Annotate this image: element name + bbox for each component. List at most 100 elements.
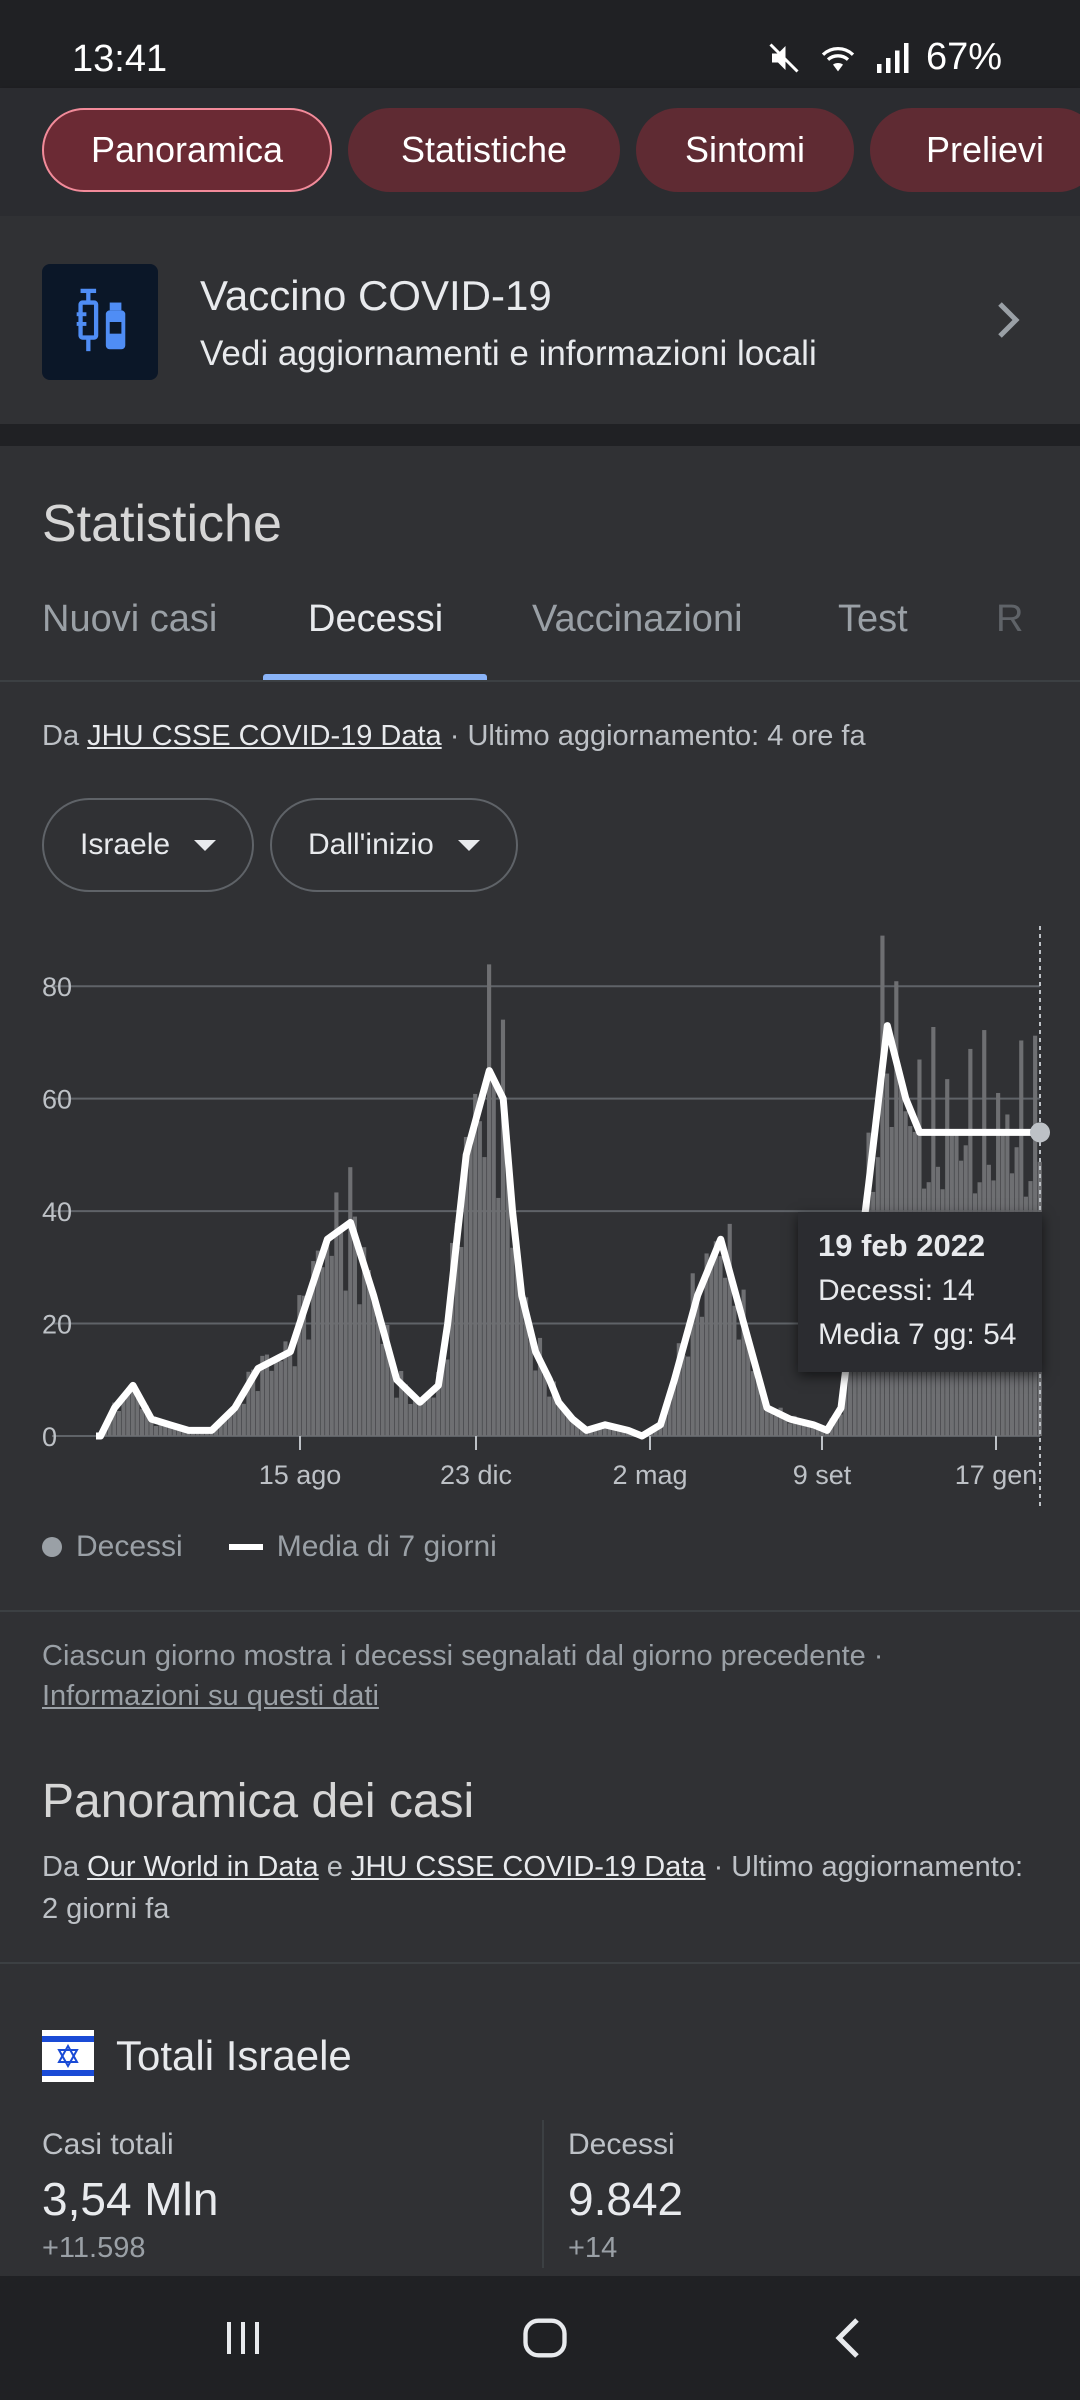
total-cases-delta: +11.598 [42,2232,146,2264]
status-icons: 67% [766,36,1002,79]
bar [176,1427,182,1436]
bar [834,1417,839,1436]
bar [375,1314,381,1436]
bar [773,1415,779,1436]
source-link-jhu[interactable]: JHU CSSE COVID-19 Data [87,720,442,752]
pill-sintomi[interactable]: Sintomi [636,108,854,192]
total-cases-value: 3,54 Mln [42,2173,219,2225]
bar [727,1223,732,1436]
bar [815,1425,820,1436]
bar [704,1253,709,1436]
bar [676,1343,681,1436]
bar [459,1247,464,1436]
bar [561,1411,566,1436]
bar [579,1427,584,1436]
bar [787,1423,792,1436]
tab-r[interactable]: R [996,598,1024,640]
bar [135,1393,140,1436]
bar [699,1316,705,1436]
bar [760,1391,765,1436]
recent-apps-button[interactable] [198,2302,288,2374]
stats-source-line: Da JHU CSSE COVID-19 Data · Ultimo aggio… [42,720,866,753]
bar [343,1290,348,1436]
bar [593,1427,598,1436]
bar [283,1341,288,1436]
bar [806,1423,811,1436]
bar [482,1157,487,1436]
x-tick-label: 15 ago [259,1460,342,1490]
bar [426,1395,432,1436]
dropdown-caret-icon [457,839,480,851]
bar [621,1429,626,1436]
bar [292,1366,297,1436]
pill-panoramica[interactable]: Panoramica [42,108,332,192]
bar [408,1403,413,1436]
bar [487,964,492,1436]
vaccine-icon [42,264,158,380]
bar [491,1079,496,1436]
legend-average: Media di 7 giorni [276,1530,497,1563]
bar [570,1419,575,1436]
tab-test[interactable]: Test [838,598,908,640]
divider [0,1962,1080,1964]
bar [237,1399,242,1436]
home-button[interactable] [500,2302,590,2374]
bar [306,1339,311,1436]
bar [403,1384,408,1436]
totals-header: Totali Israele [42,2030,352,2082]
period-dropdown-label: Dall'inizio [308,828,434,861]
back-button[interactable] [804,2302,894,2374]
bar [894,981,899,1436]
bar [598,1428,603,1436]
period-dropdown[interactable]: Dall'inizio [270,798,518,892]
chart-tooltip: 19 feb 2022 Decessi: 14 Media 7 gg: 54 [798,1212,1042,1372]
tab-nuovi-casi[interactable]: Nuovi casi [42,598,218,640]
bar [385,1325,390,1436]
bar [357,1304,362,1436]
bar [260,1355,265,1436]
region-dropdown[interactable]: Israele [42,798,255,892]
bar [667,1397,672,1436]
cases-heading: Panoramica dei casi [42,1775,475,1828]
recent-apps-icon [227,2322,259,2354]
bar [329,1255,334,1436]
bar [611,1427,617,1436]
bar [274,1358,279,1436]
note-info-link[interactable]: Informazioni su questi dati [42,1680,379,1712]
y-tick-label: 80 [42,972,72,1002]
bar [602,1422,607,1436]
divider [0,1610,1080,1612]
pill-statistiche[interactable]: Statistiche [348,108,620,192]
cases-source: Da Our World in Data e JHU CSSE COVID-19… [42,1846,1042,1930]
bar [505,1135,510,1436]
cases-src-suffix: · Ultimo aggiornamento: 2 giorni fa [42,1851,1024,1925]
bar [616,1428,621,1436]
back-icon [835,2318,859,2358]
vaccine-card[interactable]: Vaccino COVID-19 Vedi aggiornamenti e in… [0,216,1080,424]
bar [153,1425,158,1436]
bar [718,1256,723,1436]
bar [574,1420,580,1436]
bar [792,1415,797,1436]
system-nav-bar [0,2276,1080,2400]
bar [820,1429,825,1436]
bar [338,1227,344,1436]
bar [514,1246,519,1436]
cases-src-link-owid[interactable]: Our World in Data [87,1851,319,1883]
bar [278,1361,283,1436]
tab-vaccinazioni[interactable]: Vaccinazioni [532,598,743,640]
bar [139,1408,145,1436]
bar [380,1343,385,1436]
deaths-value: 9.842 [568,2173,684,2225]
bar [255,1391,260,1436]
tab-decessi[interactable]: Decessi [308,598,444,640]
bar [399,1370,404,1436]
cases-src-link-jhu[interactable]: JHU CSSE COVID-19 Data [350,1851,706,1883]
tooltip-deaths: Decessi: 14 [818,1274,975,1307]
y-tick-label: 60 [42,1085,72,1115]
bar [769,1413,774,1436]
totals-title: Totali Israele [116,2032,352,2079]
pill-prelievi[interactable]: Prelievi [870,108,1080,192]
bar [764,1405,769,1436]
bar [445,1359,450,1436]
